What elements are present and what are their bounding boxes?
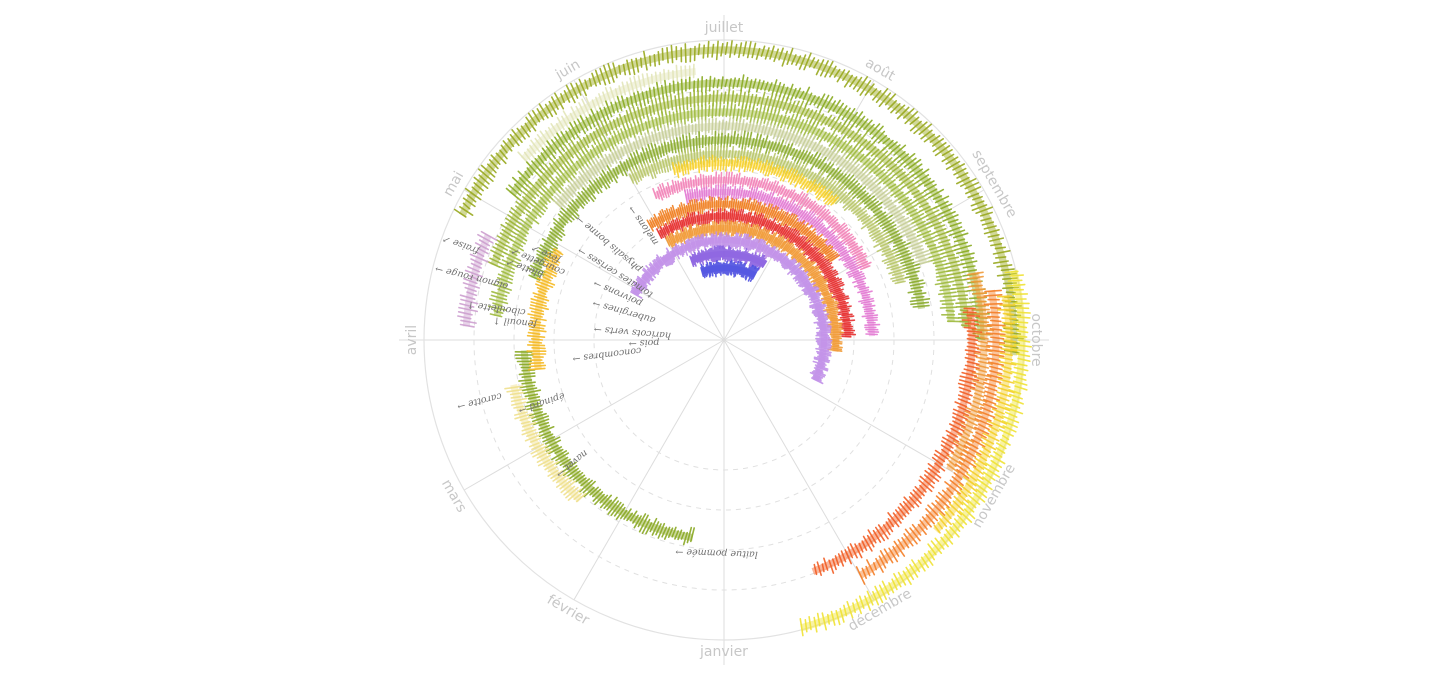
plant-label-fenouil: fenouil ↑ (492, 314, 538, 329)
series-band (671, 154, 840, 206)
month-label-juillet: juillet (704, 20, 744, 36)
series-bands (453, 40, 1032, 637)
outer-series-band (799, 269, 1032, 637)
month-spoke (573, 79, 725, 341)
series-band (700, 259, 760, 282)
series-band (453, 40, 1024, 356)
month-label-mars: mars (438, 477, 469, 516)
series-band (689, 245, 768, 271)
outer-ring (423, 39, 1025, 641)
series-band (684, 184, 881, 337)
series-band (652, 171, 872, 271)
series-band (457, 230, 498, 328)
month-spoke (463, 339, 725, 491)
guide-ring (513, 129, 935, 551)
series-band (527, 130, 931, 310)
series-band (628, 144, 906, 285)
series-band (517, 63, 697, 167)
series-band (665, 219, 845, 353)
month-label-août: août (862, 55, 898, 85)
series-band (486, 87, 973, 328)
series-band (656, 207, 857, 338)
guide-ring (553, 169, 895, 511)
series-band (488, 101, 962, 323)
series-band (630, 231, 833, 385)
outer-series-band (855, 289, 1006, 585)
outer-series-band (946, 271, 995, 474)
plant-label-laitue: laitue pommée → (675, 546, 758, 560)
series-band (505, 74, 991, 341)
month-spoke (723, 339, 985, 491)
month-spoke (573, 339, 725, 601)
outer-series-band (933, 294, 1018, 534)
month-label-avril: avril (404, 325, 420, 355)
month-label-juin: juin (552, 56, 583, 83)
series-band (504, 383, 587, 503)
series-band (646, 195, 840, 263)
month-label-février: février (544, 592, 592, 629)
series-band (552, 116, 932, 266)
month-label-mai: mai (440, 169, 467, 200)
plant-label-pois: pois → (628, 337, 659, 349)
outer-series-band (811, 307, 983, 576)
plant-label-fraise: fraise ↗ (441, 233, 482, 257)
series-band (526, 247, 564, 371)
month-label-janvier: janvier (699, 644, 748, 660)
month-spoke (723, 339, 875, 601)
series-band (514, 350, 695, 546)
month-label-octobre: octobre (1028, 313, 1044, 366)
